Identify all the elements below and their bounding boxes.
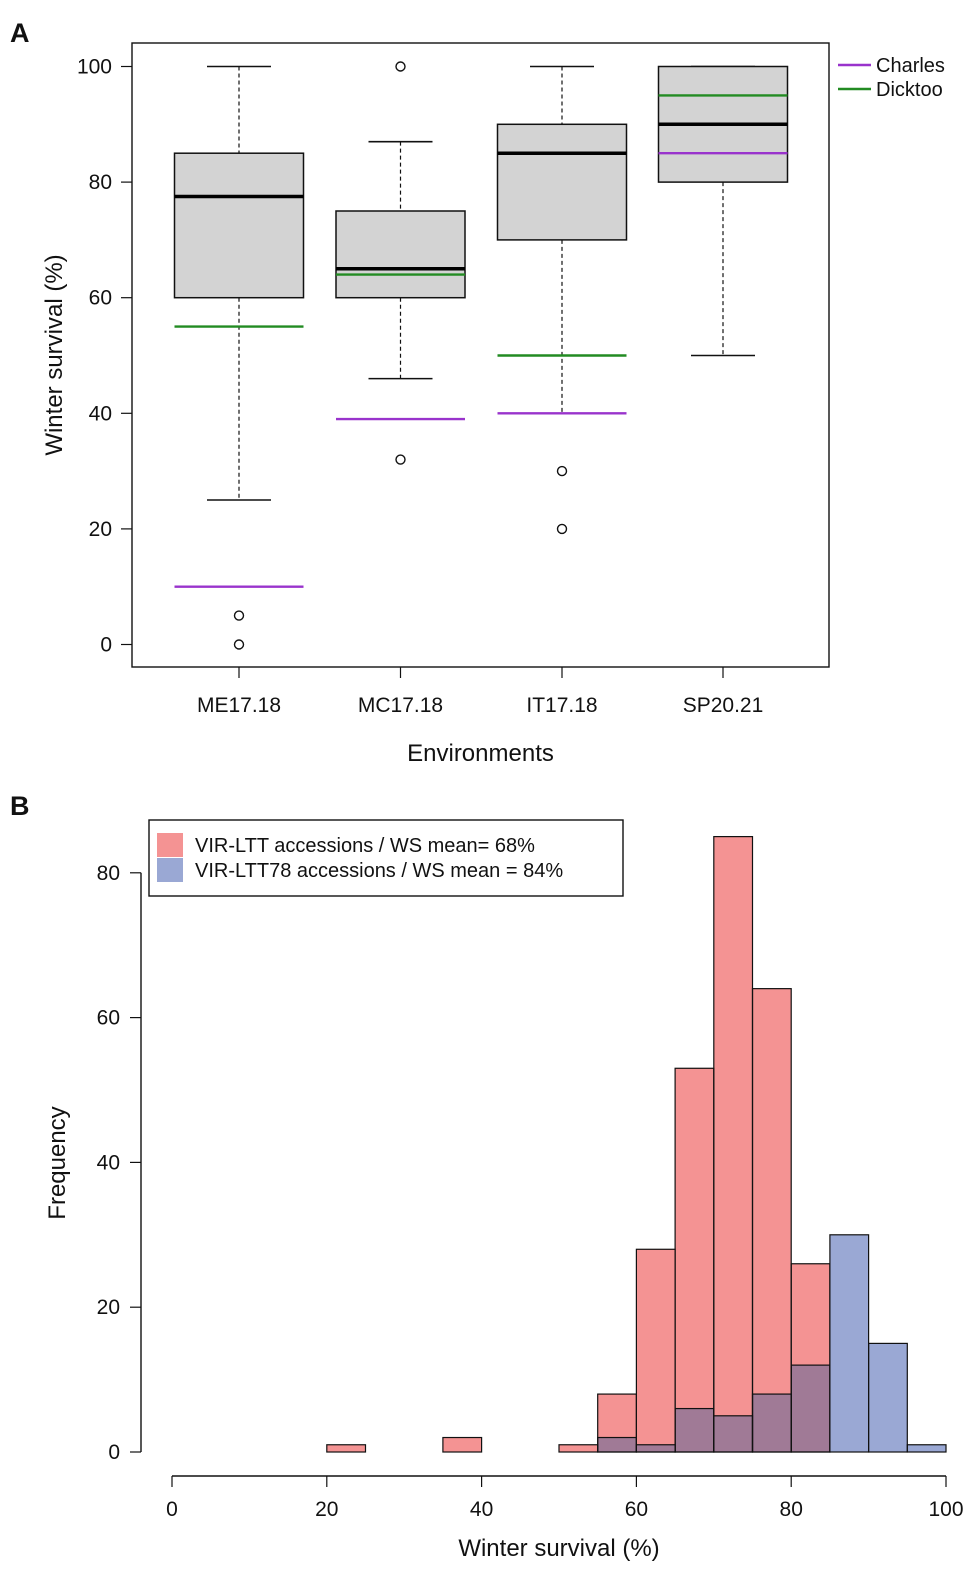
x-tick-label: MC17.18	[358, 694, 443, 717]
histogram-outline-vir-ltt78	[867, 1342, 908, 1453]
iqr-box	[335, 210, 466, 299]
histogram-bar-overlap	[636, 1444, 676, 1452]
outlier-point	[395, 454, 406, 465]
histogram-bar-vir-ltt	[326, 1444, 366, 1452]
y-tick-label: 20	[97, 1296, 120, 1319]
x-tick-label: 40	[470, 1498, 493, 1521]
panel-a: A 0 20 40 60 80 100 Winter survival (%) ME17.18…	[10, 18, 945, 767]
histogram-bar-overlap	[597, 1437, 637, 1452]
histogram-bar-vir-ltt	[636, 1249, 676, 1452]
legend-swatch-vir-ltt	[157, 833, 183, 857]
y-tick-label: 80	[97, 862, 120, 885]
outlier-point	[556, 523, 568, 535]
plot-frame	[131, 42, 830, 668]
y-tick-label: 100	[77, 56, 112, 79]
outlier-point	[233, 639, 245, 650]
histogram-bar-vir-ltt	[442, 1437, 482, 1452]
outlier-point	[233, 610, 245, 621]
x-tick-label: 80	[780, 1498, 803, 1521]
y-tick-label: 60	[97, 1007, 120, 1030]
histogram-bar-vir-ltt78	[907, 1444, 946, 1452]
histogram-bar-vir-ltt78	[829, 1234, 869, 1452]
histogram-bar-vir-ltt78	[868, 1343, 908, 1452]
x-tick-label: 60	[625, 1498, 648, 1521]
y-tick-label: 20	[89, 518, 112, 541]
x-tick-label: IT17.18	[526, 694, 597, 717]
panel-b: B 0 20 40 60 80 Frequency 0 20 40 60 80 100 Winter s…	[10, 791, 964, 1562]
y-tick-label: 40	[89, 402, 112, 425]
histogram-outline-vir-ltt	[326, 1444, 367, 1453]
legend-label-vir-ltt78: VIR-LTT78 accessions / WS mean = 84%	[195, 860, 563, 882]
legend-swatch-vir-ltt78	[157, 858, 183, 882]
x-tick-label: 0	[166, 1498, 178, 1521]
histogram-outline-vir-ltt	[442, 1436, 483, 1453]
legend-label-charles: Charles	[876, 55, 945, 77]
histogram-bar-overlap	[791, 1365, 830, 1452]
x-tick-label: 100	[928, 1498, 963, 1521]
iqr-box	[173, 152, 305, 299]
y-tick-label: 40	[97, 1151, 120, 1174]
x-axis-title: Environments	[407, 740, 554, 767]
iqr-box	[496, 123, 628, 241]
x-tick-label: ME17.18	[197, 694, 281, 717]
x-axis-title: Winter survival (%)	[458, 1535, 659, 1562]
histogram-outline-vir-ltt78	[906, 1444, 947, 1453]
histogram-bar-overlap	[713, 1415, 753, 1452]
legend-label-dicktoo: Dicktoo	[876, 79, 943, 101]
x-tick-label: 20	[315, 1498, 338, 1521]
y-tick-label: 0	[100, 634, 112, 657]
outlier-point	[556, 465, 568, 477]
histogram-bar-vir-ltt	[559, 1444, 598, 1452]
outlier-point	[395, 61, 406, 72]
y-axis-title: Frequency	[44, 1106, 71, 1219]
y-tick-label: 60	[89, 287, 112, 310]
histogram-bar-vir-ltt	[713, 836, 753, 1452]
x-tick-label: SP20.21	[683, 694, 764, 717]
panel-b-label: B	[10, 791, 30, 821]
legend-box	[148, 819, 624, 897]
histogram-bar-vir-ltt	[752, 988, 792, 1452]
histogram-bar-overlap	[752, 1394, 792, 1452]
y-axis-title: Winter survival (%)	[41, 254, 68, 455]
histogram-bar-vir-ltt	[675, 1068, 714, 1452]
histogram-bar-overlap	[675, 1408, 714, 1452]
y-tick-label: 80	[89, 171, 112, 194]
panel-a-label: A	[10, 18, 30, 48]
legend-label-vir-ltt: VIR-LTT accessions / WS mean= 68%	[195, 835, 535, 857]
y-tick-label: 0	[108, 1441, 120, 1464]
